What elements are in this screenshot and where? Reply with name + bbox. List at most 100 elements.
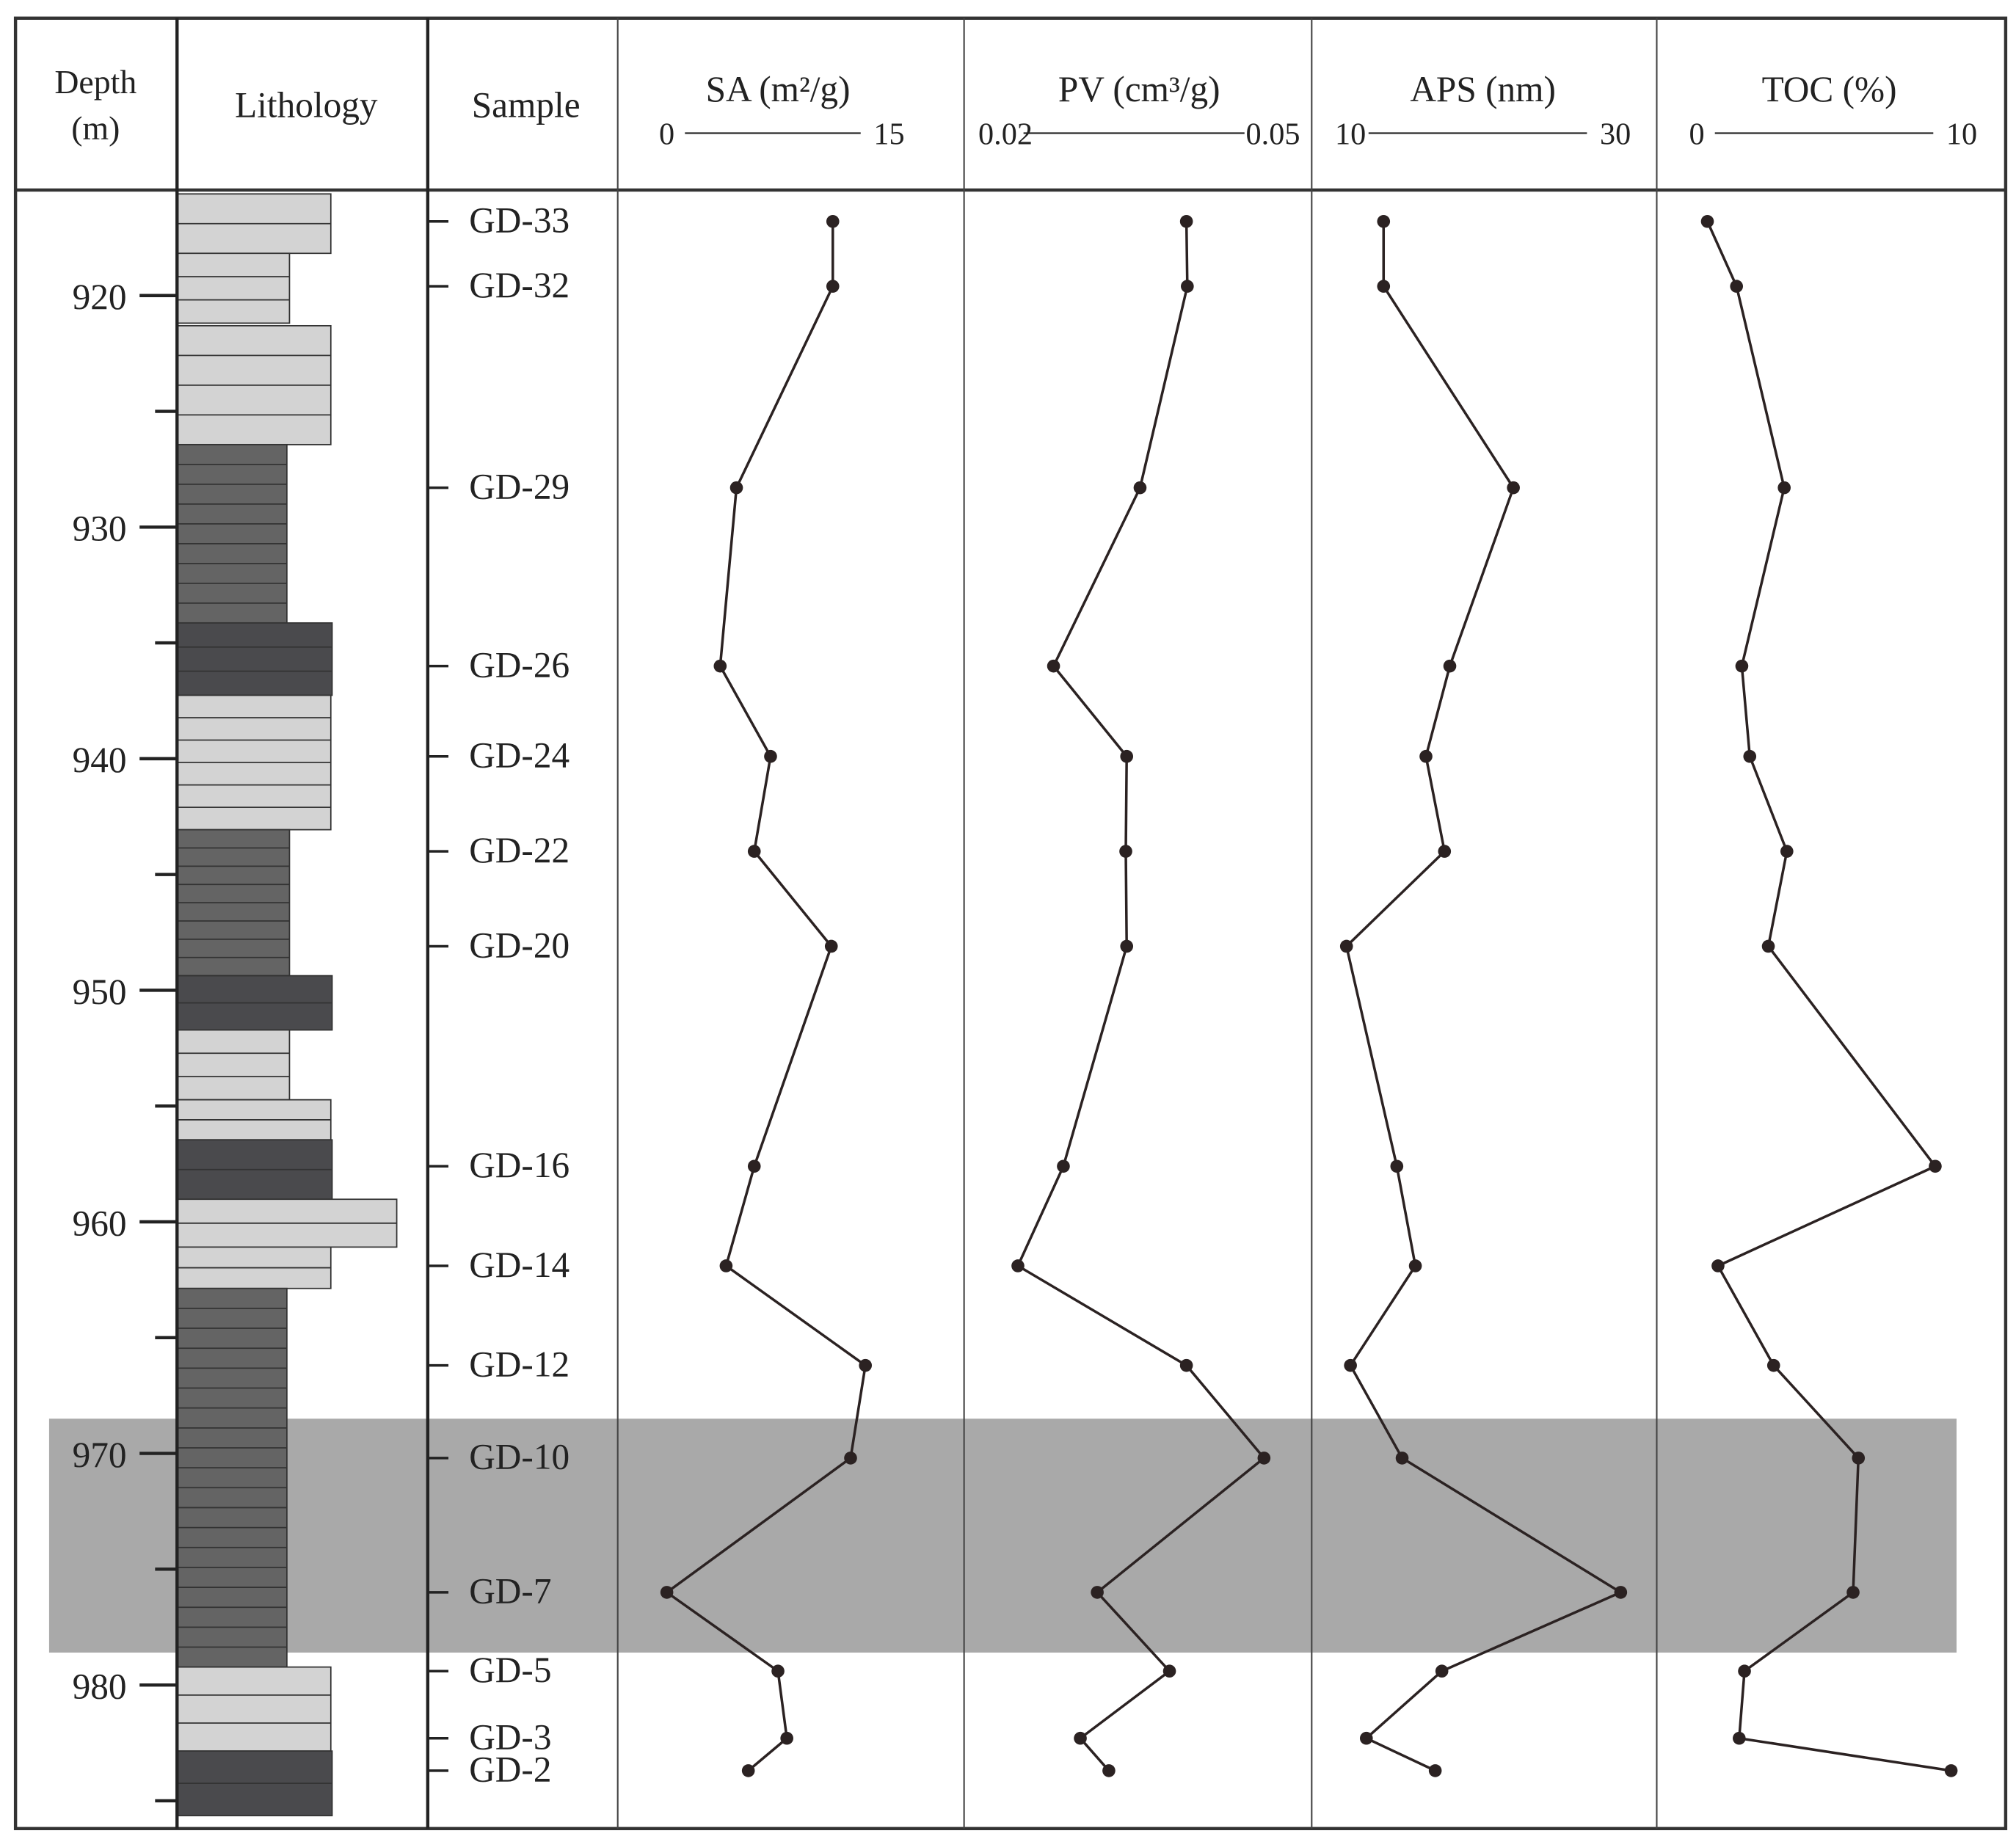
- track-title: PV (cm³/g): [1058, 69, 1220, 109]
- lithology-layer: [176, 443, 288, 624]
- data-point: [1162, 1664, 1176, 1678]
- data-point: [1852, 1452, 1866, 1465]
- data-point: [747, 1159, 761, 1173]
- data-point: [1614, 1586, 1628, 1599]
- data-point: [729, 481, 743, 495]
- sample-label: GD-24: [469, 735, 569, 776]
- data-point: [1102, 1764, 1116, 1777]
- data-point: [764, 749, 777, 763]
- data-point: [1181, 280, 1194, 293]
- sample-label: GD-22: [469, 830, 569, 870]
- data-point: [1738, 1664, 1751, 1678]
- data-point: [1359, 1731, 1373, 1745]
- data-point: [719, 1259, 733, 1272]
- sample-label: GD-20: [469, 925, 569, 965]
- frame: [13, 16, 2008, 1830]
- lithology-layer: [176, 252, 291, 324]
- data-point: [826, 214, 840, 228]
- data-point: [780, 1731, 793, 1745]
- data-point: [660, 1586, 674, 1599]
- foreground-layer: 920 930 940 950 960 970 980 GD-33 GD-32 GD-29 GD-2…: [13, 16, 2008, 1830]
- data-point: [1339, 939, 1353, 953]
- track-title: TOC (%): [1762, 69, 1897, 109]
- x-tick-label: 0: [1689, 117, 1704, 151]
- data-point: [1730, 280, 1744, 293]
- sample-label: GD-16: [469, 1145, 569, 1185]
- data-point: [824, 939, 838, 953]
- lithology-title: Lithology: [235, 84, 378, 125]
- data-point: [1120, 939, 1134, 953]
- data-point: [1047, 659, 1060, 673]
- data-point: [1846, 1586, 1860, 1599]
- data-point: [1377, 214, 1391, 228]
- sample-label: GD-26: [469, 644, 569, 685]
- data-point: [1743, 749, 1757, 763]
- y-tick-label: 920: [73, 277, 127, 317]
- sample-label: GD-5: [469, 1650, 551, 1690]
- x-tick-label: 0.05: [1246, 117, 1300, 151]
- data-point: [1700, 214, 1714, 228]
- sample-label: GD-2: [469, 1749, 551, 1790]
- lithology-column: [176, 193, 398, 1817]
- depth-unit: (m): [71, 109, 120, 147]
- data-point: [1179, 1358, 1193, 1372]
- data-point: [859, 1358, 872, 1372]
- x-tick-label: 10: [1946, 117, 1977, 151]
- y-tick-label: 970: [73, 1435, 127, 1475]
- data-point: [747, 845, 761, 858]
- x-tick-label: 0: [659, 117, 674, 151]
- track-title: SA (m²/g): [706, 69, 851, 109]
- y-tick-label: 930: [73, 509, 127, 549]
- data-point: [741, 1764, 755, 1777]
- track-title: APS (nm): [1410, 69, 1556, 109]
- data-point: [1428, 1764, 1442, 1777]
- data-point: [1257, 1452, 1271, 1465]
- data-point: [1390, 1159, 1404, 1173]
- data-point: [1929, 1159, 1942, 1173]
- lithology-layer: [176, 1666, 332, 1752]
- data-point: [1766, 1358, 1780, 1372]
- y-tick-label: 940: [73, 740, 127, 780]
- lithology-layer: [176, 622, 333, 696]
- y-tick-label: 960: [73, 1203, 127, 1243]
- data-point: [1408, 1259, 1422, 1272]
- sample-label: GD-10: [469, 1437, 569, 1477]
- data-point: [1057, 1159, 1070, 1173]
- highlight-band: [48, 1419, 1957, 1653]
- data-point: [1761, 939, 1775, 953]
- y-tick-label: 980: [73, 1666, 127, 1706]
- x-tick-label: 10: [1335, 117, 1366, 151]
- data-point: [1735, 659, 1749, 673]
- data-point: [771, 1664, 785, 1678]
- data-point: [1777, 481, 1791, 495]
- data-point: [1179, 214, 1193, 228]
- data-point: [1443, 659, 1457, 673]
- sample-title: Sample: [472, 84, 581, 125]
- data-point: [1074, 1731, 1087, 1745]
- data-point: [1438, 845, 1452, 858]
- sample-label: GD-29: [469, 466, 569, 506]
- data-point: [1711, 1259, 1725, 1272]
- x-tick-label: 30: [1600, 117, 1631, 151]
- data-point: [1120, 749, 1134, 763]
- sample-label: GD-3: [469, 1717, 551, 1758]
- data-point: [1344, 1358, 1357, 1372]
- y-tick-label: 950: [73, 972, 127, 1012]
- data-point: [1377, 280, 1391, 293]
- data-point: [1944, 1764, 1958, 1777]
- lithology-layer: [176, 1287, 288, 1668]
- data-point: [826, 280, 840, 293]
- x-tick-label: 15: [873, 117, 904, 151]
- data-point: [1395, 1452, 1409, 1465]
- data-point: [1435, 1664, 1449, 1678]
- sample-label: GD-33: [469, 200, 569, 241]
- data-point: [1011, 1259, 1025, 1272]
- lithology-layer: [176, 1029, 291, 1101]
- sample-label: GD-32: [469, 265, 569, 305]
- depth-title: Depth: [54, 63, 137, 101]
- data-point: [844, 1452, 857, 1465]
- sample-label: GD-12: [469, 1344, 569, 1384]
- data-point: [1119, 845, 1132, 858]
